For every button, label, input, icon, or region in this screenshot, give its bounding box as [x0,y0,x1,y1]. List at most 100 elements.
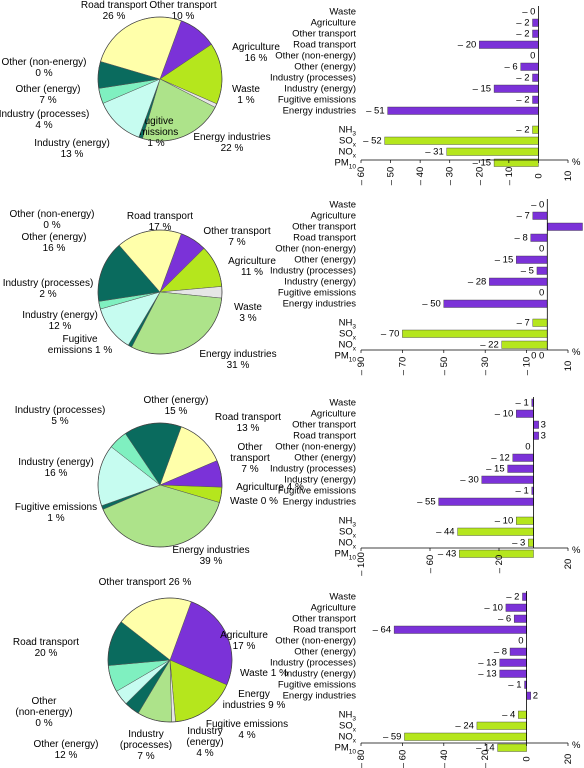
pie-label-road-transport: Road transport 17 % [127,211,193,233]
bar-nh3 [532,318,548,327]
pollutant-label-sox: SOx [339,136,357,149]
bar-other-transport [532,29,539,38]
pie-label-industry-processes: Industry (processes) 5 % [15,405,106,427]
bar-value-other-energy: – 15 [495,255,514,266]
pie-label-other-energy: Other (energy) 12 % [33,739,98,761]
x-tick-label: 10 [563,361,574,372]
x-tick-label: – 20 [480,750,491,768]
bar-energy-industries [443,299,548,308]
pie-label-waste: Waste 0 % [230,496,278,507]
pie-label-waste: Waste 1 % [232,84,260,106]
x-tick-label: – 30 [445,167,456,186]
pie-label-other-non-energy: Other (non-energy) 0 % [1,57,86,79]
bar-category-road-transport: Road transport [293,40,356,51]
pollutant-label-sox: SOx [339,721,357,734]
pie-outline [97,229,223,355]
bar-category-industry-energy: Industry (energy) [284,475,356,486]
bar-category-waste: Waste [329,200,356,211]
bar-value-nh3: – 4 [502,710,515,721]
bar-pm10 [459,549,534,558]
pollutant-label-nox: NOx [339,538,357,551]
pie-label-other-non-energy: Other (non-energy) 0 % [15,696,72,729]
bar-value-road-transport: – 8 [515,233,528,244]
bar-category-industry-processes: Industry (processes) [270,658,356,669]
bar-value-other-non-energy: 0 [530,51,535,62]
bar-energy-industries [387,106,539,115]
bar-category-industry-processes: Industry (processes) [270,73,356,84]
bar-value-sox: – 52 [363,136,382,147]
bar-industry-processes [499,658,527,667]
bar-category-other-non-energy: Other (non-energy) [275,442,356,453]
bar-value-other-energy: – 12 [491,453,510,464]
pie-label-other-transport: Other transport 7 % [203,226,270,248]
pie-chart-2: Other transport 7 % Agriculture 11 % Waste 3 … [3,209,277,371]
bar-value-pm10: – 14 [476,743,495,754]
pie-outline [97,422,223,548]
x-tick-label: 0 [533,173,544,178]
bar-value-other-non-energy: 0 [518,636,523,647]
pollutant-label-nh3: NH3 [339,516,357,529]
bar-category-waste: Waste [329,398,356,409]
pie-label-industry-processes: Industry (processes) 4 % [0,109,89,131]
bar-value-waste: – 1 [516,398,529,409]
pie-label-energy-industries: Energy industries 22 % [193,132,270,154]
pie-label-other-transport: Other transport 7 % [230,442,270,475]
bar-value-sox: – 70 [381,329,400,340]
bar-energy-industries [526,691,531,700]
x-tick-label: – 50 [439,357,450,376]
bar-category-energy-industries: Energy industries [283,299,357,310]
bar-value-industry-energy: – 30 [460,475,479,486]
pollutant-label-nox: NOx [339,340,357,353]
bar-value-nh3: – 7 [517,318,530,329]
bar-chart-1: Waste – 0 Agriculture – 2 Other transport – 2… [270,6,581,185]
x-tick-label: – 20 [474,167,485,186]
bar-category-agriculture: Agriculture [311,18,356,29]
bar-category-fugitive-emissions: Fugitive emissions [278,95,356,106]
bar-value-other-non-energy: 0 [539,244,544,255]
x-tick-label: – 90 [356,357,367,376]
pie-label-industry-energy: Industry (energy) 12 % [22,310,98,332]
bar-category-fugitive-emissions: Fugitive emissions [278,680,356,691]
pie-label-road-transport: Road transport 20 % [13,637,79,659]
bar-industry-energy [481,475,534,484]
bar-other-transport [513,614,527,623]
bar-industry-processes [507,464,534,473]
bar-other-energy [516,255,548,264]
pie-label-other-non-energy: Other (non-energy) 0 % [9,209,94,231]
bar-value-agriculture: – 10 [484,603,503,614]
bar-nh3 [532,125,539,134]
bar-value-industry-energy: – 28 [468,277,487,288]
bar-value-road-transport: 3 [541,431,546,442]
pie-outline [107,597,233,723]
bar-value-nox: – 31 [425,147,444,158]
bar-category-road-transport: Road transport [293,625,356,636]
pie-label-other-energy: Other (energy) 16 % [21,232,86,254]
bar-category-fugitive-emissions: Fugitive emissions [278,486,356,497]
pie-label-agriculture: Agriculture 11 % [228,256,276,278]
bar-industry-processes [532,73,539,82]
bar-value-nh3: – 10 [495,516,514,527]
x-unit-label: % [572,545,581,556]
bar-value-energy-industries: 2 [533,691,538,702]
pie-chart-1: Other transport 10 % Agriculture 16 % Waste 1… [0,0,280,160]
bar-category-road-transport: Road transport [293,233,356,244]
pie-label-fugitive-emissions: Fugitive emissions 1 % [48,334,113,356]
bar-category-road-transport: Road transport [293,431,356,442]
bar-sox [402,329,548,338]
bar-category-other-non-energy: Other (non-energy) [275,636,356,647]
bar-category-agriculture: Agriculture [311,211,356,222]
bar-value-waste: – 0 [522,7,535,18]
pie-chart-3: Road transport 13 % Other transport 7 % Agric… [15,395,304,567]
pollutant-label-nh3: NH3 [339,125,357,138]
bar-value-fugitive-emissions: – 1 [508,680,521,691]
bar-nh3 [518,710,527,719]
x-tick-label: – 20 [494,555,505,574]
x-tick-label: 0 [522,756,533,761]
bar-agriculture [532,18,539,27]
x-tick-label: – 80 [356,750,367,768]
pie-label-fugitive-emissions: Fugitive emissions 4 % [206,719,288,741]
bar-category-other-transport: Other transport [292,614,356,625]
bar-value-sox: – 24 [455,721,474,732]
bar-value-industry-processes: – 2 [516,73,529,84]
